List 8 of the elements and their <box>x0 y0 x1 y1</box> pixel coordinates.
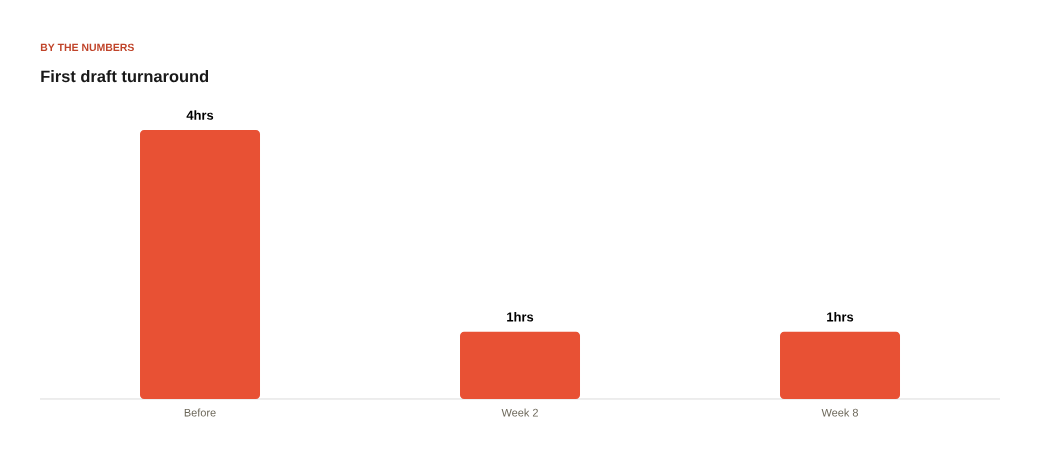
data-label: 4hrs <box>186 110 214 120</box>
x-tick-label: Week 2 <box>501 408 538 417</box>
x-tick-label: Week 8 <box>821 408 858 417</box>
x-tick-label: Before <box>184 408 216 417</box>
chart-subtitle: BY THE NUMBERS <box>40 43 134 52</box>
data-label: 1hrs <box>827 312 854 322</box>
data-label: 1hrs <box>507 312 534 322</box>
chart-title: First draft turnaround <box>41 70 209 83</box>
